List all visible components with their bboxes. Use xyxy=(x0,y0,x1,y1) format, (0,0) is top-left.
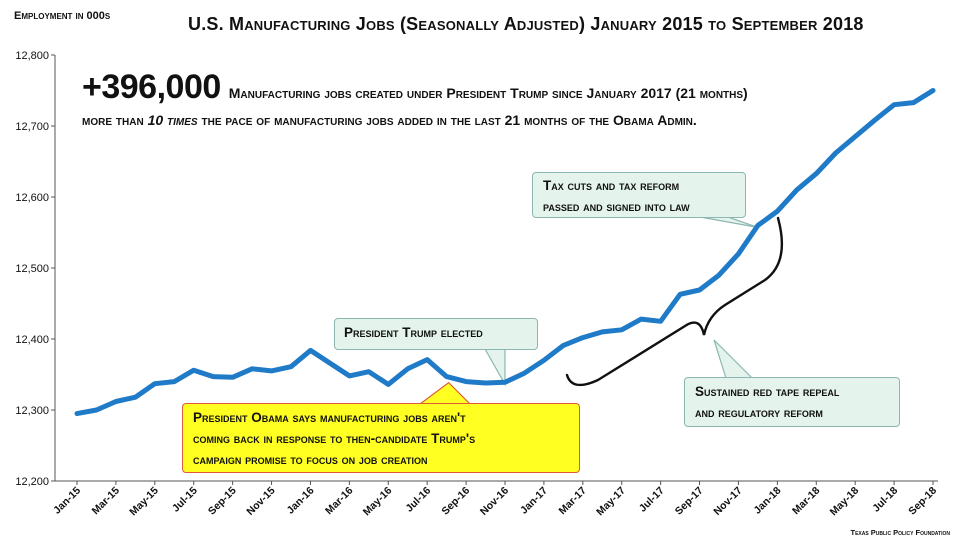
x-tick-label: Jul-18 xyxy=(870,485,900,515)
y-ticks: 12,200 12,300 12,400 12,500 12,600 12,700 12,8… xyxy=(15,50,55,488)
x-tick-label: May-18 xyxy=(828,485,862,519)
x-tick-label: Mar-15 xyxy=(90,485,123,518)
callout-text: campaign promise to focus on job creatio… xyxy=(193,451,428,467)
callout-text: passed and signed into law xyxy=(543,198,690,214)
y-tick-label: 12,400 xyxy=(15,334,49,346)
x-tick-label: Jul-17 xyxy=(637,485,667,515)
pointer-trump-elected xyxy=(483,348,506,387)
y-tick-label: 12,700 xyxy=(15,121,49,133)
x-tick-label: Jan-18 xyxy=(751,485,783,517)
y-tick-label: 12,300 xyxy=(15,405,49,417)
x-tick-label: Sep-18 xyxy=(906,485,939,518)
x-tick-label: Sep-16 xyxy=(439,485,472,518)
x-tick-label: Jan-15 xyxy=(51,485,83,517)
callout-pointers xyxy=(418,216,759,405)
brace-regulatory-period xyxy=(565,216,784,387)
callout-red-tape: Sustained red tape repeal and regulatory… xyxy=(684,377,900,427)
x-tick-label: Jan-16 xyxy=(285,485,317,517)
callout-trump-elected: President Trump elected xyxy=(334,318,538,350)
x-tick-label: Mar-18 xyxy=(790,485,823,518)
pointer-red-tape xyxy=(713,339,754,379)
x-tick-label: Jul-16 xyxy=(403,485,433,515)
series-group xyxy=(74,88,936,417)
pointer-obama xyxy=(418,381,472,405)
callout-text: Tax cuts and tax reform xyxy=(543,178,680,193)
headline-number: +396,000 xyxy=(82,68,221,106)
x-tick-label: May-17 xyxy=(594,485,628,519)
x-tick-label: Nov-16 xyxy=(478,485,511,518)
callout-text: President Obama says manufacturing jobs … xyxy=(193,410,466,425)
y-tick-label: 12,800 xyxy=(15,50,49,62)
series-line xyxy=(74,88,936,417)
callout-tax-reform: Tax cuts and tax reform passed and signe… xyxy=(532,172,746,218)
callout-obama: President Obama says manufacturing jobs … xyxy=(182,403,580,473)
callout-text: Sustained red tape repeal xyxy=(695,384,840,399)
y-tick-label: 12,600 xyxy=(15,192,49,204)
x-tick-label: Nov-15 xyxy=(244,485,277,518)
x-tick-label: Mar-16 xyxy=(323,485,356,518)
headline-subtext: more than 10 times the pace of manufactu… xyxy=(82,112,697,128)
chart-title: U.S. Manufacturing Jobs (Seasonally Adju… xyxy=(188,14,864,34)
braces xyxy=(565,216,784,387)
headline-text: Manufacturing jobs created under Preside… xyxy=(228,85,748,101)
x-tick-label: Sep-17 xyxy=(673,485,706,518)
x-tick-label: Sep-15 xyxy=(206,485,239,518)
x-tick-label: Nov-17 xyxy=(711,485,744,518)
subtext-emphasis: 10 times xyxy=(147,112,198,128)
callout-text: and regulatory reform xyxy=(695,404,823,420)
pointer-tax-reform xyxy=(699,216,759,228)
x-tick-label: Jan-17 xyxy=(518,485,550,517)
subtext-pre: more than xyxy=(82,112,148,128)
headline: +396,000 Manufacturing jobs created under… xyxy=(82,68,748,107)
source-footer: Texas Public Policy Foundation xyxy=(850,528,951,537)
subtext-post: the pace of manufacturing jobs added in … xyxy=(197,112,697,128)
y-axis-title: Employment in 000s xyxy=(14,10,111,22)
x-ticks: Jan-15 Mar-15 May-15 Jul-15 Sep-15 Nov-15 Jan-… xyxy=(51,481,939,518)
x-tick-label: Mar-17 xyxy=(557,485,590,518)
y-tick-label: 12,500 xyxy=(15,263,49,275)
callout-text: President Trump elected xyxy=(344,325,483,340)
x-tick-label: Jul-15 xyxy=(170,485,200,515)
y-tick-label: 12,200 xyxy=(15,476,49,488)
x-tick-label: May-16 xyxy=(361,485,395,519)
callout-text: coming back in response to then-candidat… xyxy=(193,430,476,446)
x-tick-label: May-15 xyxy=(127,485,161,519)
